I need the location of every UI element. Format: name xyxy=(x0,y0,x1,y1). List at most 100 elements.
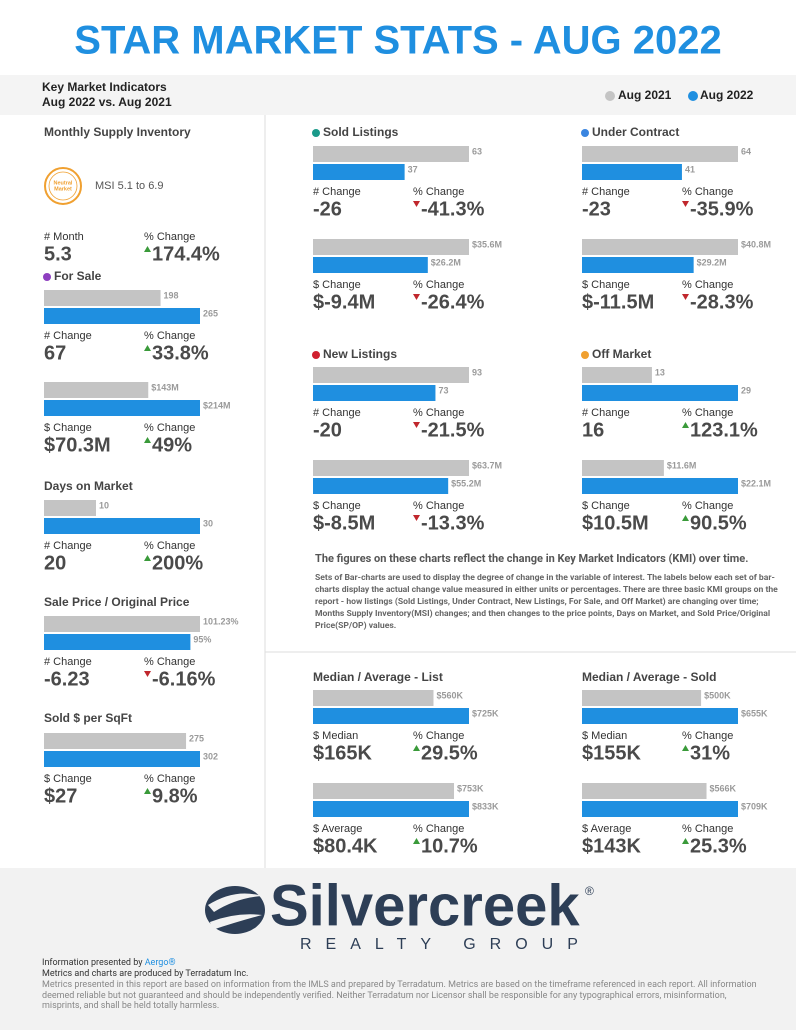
note-heading: The figures on these charts reflect the … xyxy=(315,552,749,565)
legend-label: Aug 2021 xyxy=(618,88,672,102)
bar xyxy=(313,385,436,401)
brand: Silvercreek xyxy=(270,873,580,938)
stat-value: $-8.5M xyxy=(313,512,375,534)
stat-label: # Change xyxy=(582,407,630,419)
stat-value: 20 xyxy=(44,552,66,574)
bar xyxy=(313,367,469,383)
bar xyxy=(582,801,738,817)
bar xyxy=(582,478,738,494)
bar xyxy=(582,460,664,476)
badge-text: Neutral xyxy=(54,180,73,186)
bar xyxy=(582,783,707,799)
bar-label: 93 xyxy=(472,367,482,377)
stat-label: $ Change xyxy=(44,422,92,434)
bar-label: 275 xyxy=(189,733,204,743)
legend-dot xyxy=(688,91,698,101)
trend-arrow xyxy=(144,555,151,561)
trend-arrow xyxy=(413,201,420,207)
stat-value: 5.3 xyxy=(44,243,72,265)
trend-arrow xyxy=(144,246,151,252)
bar-label: $560K xyxy=(436,690,463,700)
stat-label: % Change xyxy=(144,540,195,552)
stat-label: % Change xyxy=(682,186,733,198)
footer-band xyxy=(0,868,796,1030)
stat-value: 33.8% xyxy=(152,342,209,364)
bar xyxy=(313,801,469,817)
stat-label: # Change xyxy=(44,656,92,668)
bar xyxy=(313,257,428,273)
logo-icon xyxy=(205,886,265,934)
stat-label: # Change xyxy=(313,186,361,198)
panel-dot xyxy=(581,129,589,137)
bar xyxy=(582,367,652,383)
bar xyxy=(44,634,191,650)
panel-title: Sale Price / Original Price xyxy=(44,595,190,609)
stat-value: -26 xyxy=(313,198,342,220)
stat-value: $-9.4M xyxy=(313,291,375,313)
legend-dot xyxy=(605,91,615,101)
stat-value: -28.3% xyxy=(690,291,754,313)
stat-label: % Change xyxy=(682,823,733,835)
bar-label: $29.2M xyxy=(697,257,727,267)
trend-arrow xyxy=(682,745,689,751)
stat-label: $ Change xyxy=(44,773,92,785)
bar-label: $655K xyxy=(741,708,768,718)
stat-value: 31% xyxy=(690,742,730,764)
stat-value: 174.4% xyxy=(152,243,220,265)
bar-label: 63 xyxy=(472,146,482,156)
stat-label: $ Average xyxy=(313,823,362,835)
panel-dot xyxy=(581,351,589,359)
bar-label: 41 xyxy=(685,164,695,174)
stat-value: 123.1% xyxy=(690,419,758,441)
bar-label: 10 xyxy=(99,500,109,510)
bar-label: $753K xyxy=(457,783,484,793)
trend-arrow xyxy=(144,345,151,351)
bar-label: 101.23% xyxy=(203,616,239,626)
bar-label: 73 xyxy=(438,385,448,395)
stat-value: 67 xyxy=(44,342,66,364)
panel-title: Under Contract xyxy=(592,125,679,139)
bar xyxy=(44,733,187,749)
stat-value: 29.5% xyxy=(421,742,478,764)
stat-value: $165K xyxy=(313,742,372,764)
stat-value: $-11.5M xyxy=(582,291,654,313)
stat-value: 10.7% xyxy=(421,835,478,857)
bar-label: $143M xyxy=(151,382,179,392)
bar xyxy=(44,518,200,534)
bar-label: 29 xyxy=(741,385,751,395)
stat-value: -6.16% xyxy=(152,668,216,690)
bar xyxy=(44,400,200,416)
panel-title: For Sale xyxy=(54,269,102,283)
stat-value: 25.3% xyxy=(690,835,747,857)
bar xyxy=(44,382,149,398)
trend-arrow xyxy=(682,515,689,521)
bar-label: $709K xyxy=(741,801,768,811)
stat-label: % Change xyxy=(413,823,464,835)
panel-title: New Listings xyxy=(323,347,397,361)
bar xyxy=(582,708,738,724)
stat-label: % Change xyxy=(413,730,464,742)
presenter-link[interactable]: Aergo® xyxy=(144,958,176,968)
stat-label: % Change xyxy=(413,407,464,419)
bar xyxy=(44,308,200,324)
bar xyxy=(44,616,200,632)
stat-label: $ Change xyxy=(582,500,630,512)
subtitle: Aug 2022 vs. Aug 2021 xyxy=(42,95,172,109)
trend-arrow xyxy=(413,838,420,844)
stat-label: $ Median xyxy=(313,730,358,742)
trend-arrow xyxy=(144,671,151,677)
bar xyxy=(313,239,469,255)
bar-label: $26.2M xyxy=(431,257,461,267)
bar xyxy=(582,239,738,255)
bar-label: 265 xyxy=(203,308,218,318)
panel-title: Off Market xyxy=(592,347,651,361)
bar xyxy=(313,460,469,476)
stat-value: 9.8% xyxy=(152,785,198,807)
bar-label: 30 xyxy=(203,518,213,528)
bar xyxy=(313,690,434,706)
stat-label: % Change xyxy=(413,186,464,198)
stat-label: # Change xyxy=(44,330,92,342)
bar-label: 37 xyxy=(408,164,418,174)
stat-label: % Change xyxy=(413,279,464,291)
